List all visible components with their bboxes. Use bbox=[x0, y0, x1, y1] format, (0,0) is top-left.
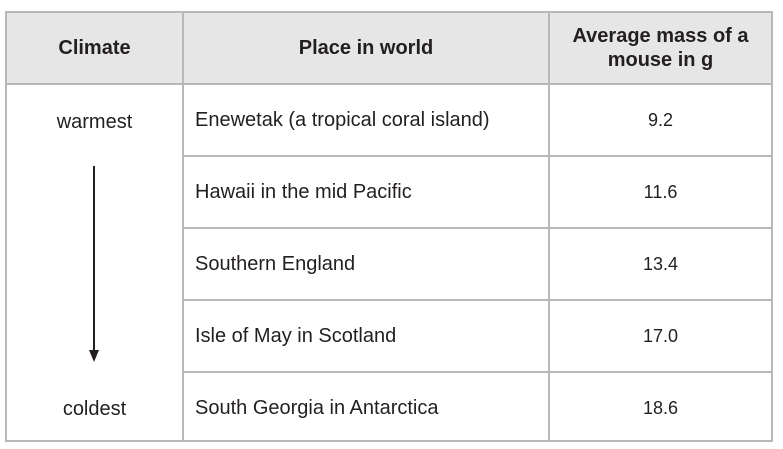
column-divider bbox=[548, 85, 550, 440]
arrow-down-icon-head bbox=[89, 350, 99, 362]
table-cell-place: Hawaii in the mid Pacific bbox=[195, 180, 412, 203]
table-cell-mass: 9.2 bbox=[647, 109, 674, 130]
climate-warmest-label: warmest bbox=[56, 111, 133, 133]
header-place: Place in world bbox=[182, 13, 548, 83]
table-cell-place: Enewetak (a tropical coral island) bbox=[195, 108, 490, 131]
table-cell-place: Southern England bbox=[195, 252, 356, 275]
data-table: Climate Place in world Average mass of a… bbox=[5, 11, 773, 442]
table-cell-mass: 13.4 bbox=[642, 253, 679, 274]
header-mass: Average mass of a mouse in g bbox=[548, 13, 771, 83]
row-divider bbox=[184, 371, 771, 373]
table-header-row: Climate Place in world Average mass of a… bbox=[7, 13, 771, 85]
table-cell-mass: 18.6 bbox=[642, 397, 679, 418]
table-cell-place: South Georgia in Antarctica bbox=[195, 396, 439, 419]
header-climate: Climate bbox=[58, 37, 131, 59]
row-divider bbox=[184, 155, 771, 157]
column-divider bbox=[182, 85, 184, 440]
row-divider bbox=[184, 299, 771, 301]
table-cell-place: Isle of May in Scotland bbox=[195, 324, 397, 347]
arrow-down-icon bbox=[93, 166, 95, 352]
table-cell-mass: 17.0 bbox=[642, 325, 679, 346]
climate-coldest-label: coldest bbox=[62, 398, 127, 420]
row-divider bbox=[184, 227, 771, 229]
table-cell-mass: 11.6 bbox=[643, 181, 678, 202]
